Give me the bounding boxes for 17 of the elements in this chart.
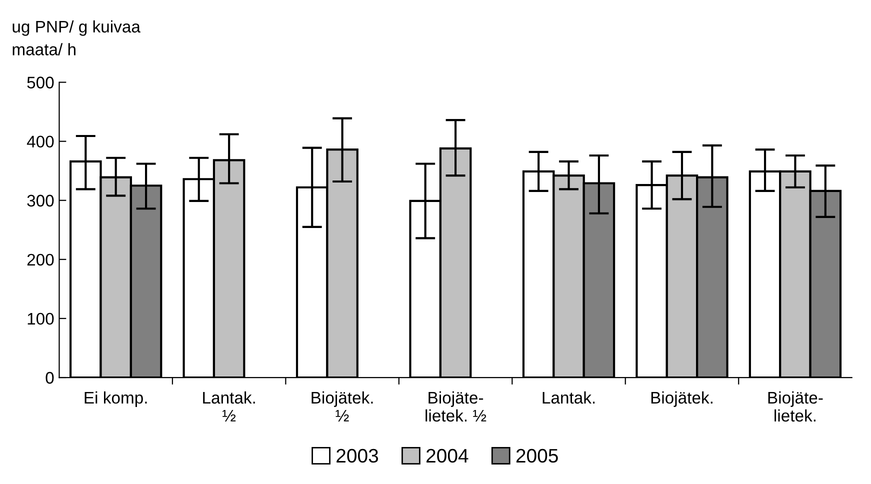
y-axis-title: ug PNP/ g kuivaa maata/ h (12, 20, 140, 56)
x-tick-label: Biojätek. (651, 391, 712, 407)
y-tick-label: 0 (46, 372, 54, 384)
y-tick-label: 100 (28, 312, 54, 325)
x-tick-label: Lantak. ½ (203, 391, 255, 422)
y-tick-label: 300 (27, 194, 54, 207)
x-tick-label: Biojäte- lietek. (768, 391, 823, 422)
legend-label: 2003 (336, 448, 378, 463)
x-tick-label: Biojätek. ½ (312, 391, 373, 422)
x-tick-label: Lantak. (542, 391, 595, 404)
y-tick-label: 400 (26, 136, 54, 148)
legend-label: 2004 (426, 448, 468, 463)
x-tick-label: Ei komp. (84, 391, 147, 407)
y-tick-label: 500 (27, 76, 54, 88)
y-tick-label: 200 (27, 254, 54, 266)
x-tick-label: Biojäte- lietek. ½ (426, 391, 486, 422)
legend-label: 2005 (516, 448, 558, 463)
